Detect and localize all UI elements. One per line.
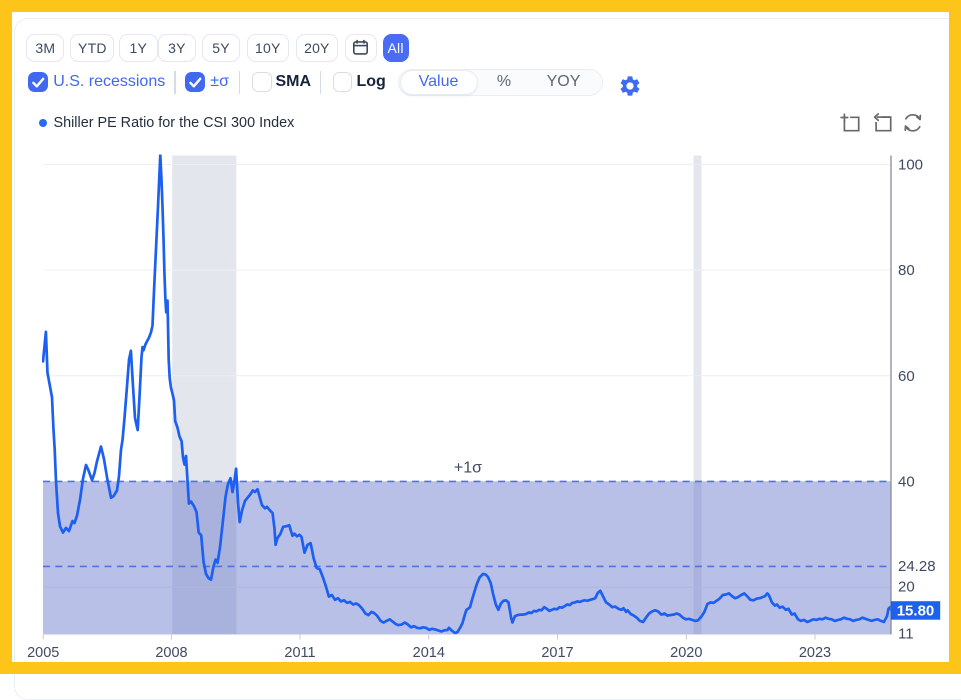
svg-text:11: 11 [898,625,914,642]
svg-text:60: 60 [898,368,915,385]
svg-text:+1σ: +1σ [454,460,482,477]
svg-text:2005: 2005 [27,645,59,661]
svg-text:100: 100 [898,157,923,174]
svg-text:80: 80 [898,262,915,279]
svg-text:2011: 2011 [284,645,315,661]
svg-text:15.80: 15.80 [897,602,935,619]
svg-text:24.28: 24.28 [898,558,936,575]
svg-text:2014: 2014 [413,645,445,661]
svg-text:40: 40 [898,474,915,491]
svg-text:20: 20 [898,579,915,596]
svg-text:2017: 2017 [541,645,573,661]
svg-text:2008: 2008 [155,645,187,661]
svg-text:2020: 2020 [670,645,702,661]
svg-text:2023: 2023 [799,645,831,661]
